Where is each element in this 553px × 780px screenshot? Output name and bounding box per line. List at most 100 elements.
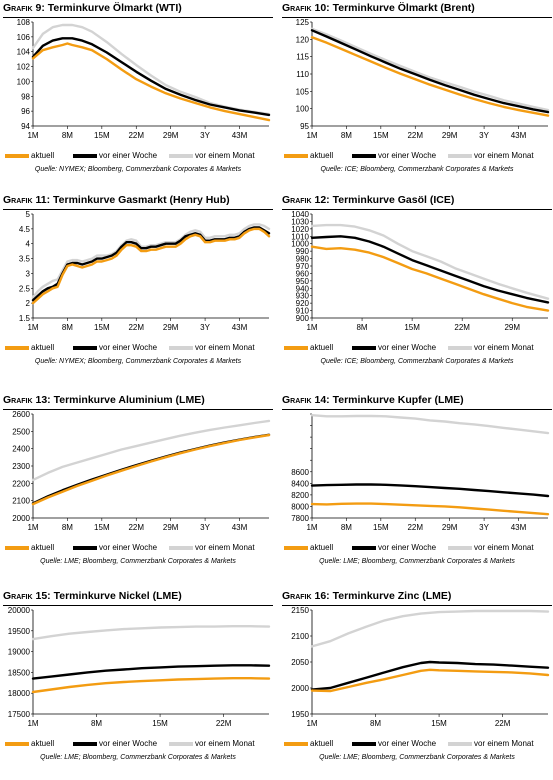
panel-title: Grafik 9: Terminkurve Ölmarkt (WTI) — [3, 2, 273, 16]
chart-panel-nickel: Grafik 15: Terminkurve Nickel (LME) 1750… — [3, 590, 273, 780]
x-tick-label: 29M — [163, 523, 179, 532]
legend-label: vor einem Monat — [474, 543, 534, 552]
panel-title: Grafik 16: Terminkurve Zinc (LME) — [282, 590, 552, 604]
x-tick-label: 15M — [373, 131, 389, 140]
legend-swatch — [169, 545, 193, 550]
panel-number: 14: — [314, 394, 330, 406]
source-note: Quelle: NYMEX; Bloomberg, Commerzbank Co… — [34, 358, 242, 365]
title-rule — [282, 605, 552, 606]
chart-svg: 7800 8000 8200 8400 8600 1M 8M 15M 22M 29M 3Y 43M — [291, 413, 550, 532]
y-tick-label: 18500 — [8, 668, 31, 677]
chart-panel-wti: Grafik 9: Terminkurve Ölmarkt (WTI) 94 96… — [3, 2, 273, 192]
x-tick-label: 8M — [370, 719, 381, 728]
legend-label: vor einem Monat — [195, 739, 255, 748]
chart-panel-brent: Grafik 10: Terminkurve Ölmarkt (Brent) 9… — [282, 2, 552, 192]
legend-swatch — [352, 345, 376, 350]
panel-grafik-label: Grafik — [3, 194, 33, 206]
panel-grafik-label: Grafik — [282, 194, 312, 206]
y-tick-label: 104 — [17, 48, 31, 57]
y-tick-label: 2000 — [291, 684, 309, 693]
x-tick-label: 22M — [495, 719, 511, 728]
panel-number: 13: — [35, 394, 51, 406]
series-line — [310, 483, 550, 498]
x-tick-label: 1M — [27, 323, 38, 332]
y-tick-label: 94 — [21, 122, 30, 131]
legend-item-aktuell: aktuell — [284, 739, 333, 751]
legend-label: aktuell — [310, 543, 334, 552]
legend-label: vor einem Monat — [195, 543, 255, 552]
legend-label: vor einem Monat — [195, 343, 255, 352]
x-tick-label: 43M — [232, 131, 248, 140]
x-tick-label: 8M — [91, 719, 102, 728]
y-tick-label: 920 — [296, 299, 310, 308]
panel-title: Grafik 14: Terminkurve Kupfer (LME) — [282, 394, 552, 408]
legend-item-monat: vor einem Monat — [169, 739, 255, 751]
x-tick-label: 43M — [232, 523, 248, 532]
x-tick-label: 43M — [232, 323, 248, 332]
y-tick-label: 910 — [296, 307, 310, 316]
title-rule — [3, 409, 273, 410]
panel-grafik-label: Grafik — [3, 394, 33, 406]
legend-label: aktuell — [31, 151, 55, 160]
legend-label: vor einer Woche — [99, 739, 158, 748]
x-tick-label: 3Y — [479, 523, 489, 532]
legend-swatch — [169, 345, 193, 350]
legend-label: aktuell — [310, 739, 334, 748]
legend: aktuell vor einer Woche vor einem Monat — [282, 543, 552, 555]
chart-panel-gasoel: Grafik 12: Terminkurve Gasöl (ICE) 900 91… — [282, 194, 552, 384]
legend-item-aktuell: aktuell — [5, 343, 54, 355]
y-tick-label: 17500 — [8, 710, 31, 719]
chart-svg: 1950 2000 2050 2100 2150 1M 8M 15M 22M — [291, 606, 550, 728]
x-tick-label: 1M — [306, 523, 317, 532]
panel-grafik-label: Grafik — [3, 590, 33, 602]
chart-svg: 1.5 2 2.5 3 3.5 4 4.5 5 1M 8M 15M 22M 29M 3Y 43M — [19, 210, 271, 332]
y-tick-label: 1000 — [291, 240, 309, 249]
series-line — [310, 235, 550, 304]
title-rule — [3, 17, 273, 18]
legend-item-woche: vor einer Woche — [352, 151, 436, 163]
x-tick-label: 22M — [407, 523, 423, 532]
legend-swatch — [448, 545, 472, 550]
source-note: Quelle: LME; Bloomberg, Commerzbank Corp… — [319, 558, 515, 565]
legend-swatch — [352, 153, 376, 158]
panel-title-text: Terminkurve Ölmarkt (Brent) — [332, 2, 475, 14]
x-tick-label: 1M — [27, 719, 38, 728]
legend-item-monat: vor einem Monat — [448, 739, 534, 751]
legend-item-woche: vor einer Woche — [352, 543, 436, 555]
legend-swatch — [5, 741, 29, 746]
legend-item-monat: vor einem Monat — [169, 543, 255, 555]
y-tick-label: 8600 — [291, 468, 309, 477]
x-tick-label: 15M — [431, 719, 447, 728]
x-tick-label: 8M — [341, 131, 352, 140]
x-tick-label: 3Y — [200, 131, 210, 140]
legend-swatch — [284, 345, 308, 350]
legend-swatch — [5, 345, 29, 350]
legend-swatch — [352, 741, 376, 746]
x-tick-label: 15M — [404, 323, 420, 332]
panel-title-text: Terminkurve Nickel (LME) — [53, 590, 182, 602]
y-tick-label: 8000 — [291, 502, 309, 511]
chart-panel-henry-hub: Grafik 11: Terminkurve Gasmarkt (Henry H… — [3, 194, 273, 384]
panel-number: 9: — [35, 2, 45, 14]
x-tick-label: 15M — [373, 523, 389, 532]
y-tick-label: 2300 — [12, 462, 30, 471]
legend: aktuell vor einer Woche vor einem Monat — [3, 543, 273, 555]
y-tick-label: 4.5 — [19, 225, 31, 234]
y-tick-label: 108 — [17, 18, 31, 27]
legend-label: vor einem Monat — [474, 343, 534, 352]
legend-label: aktuell — [310, 151, 334, 160]
y-tick-label: 8400 — [291, 479, 309, 488]
legend-item-monat: vor einem Monat — [448, 343, 534, 355]
legend: aktuell vor einer Woche vor einem Monat — [282, 343, 552, 355]
series-line — [310, 36, 550, 117]
x-tick-label: 8M — [62, 523, 73, 532]
legend-label: aktuell — [310, 343, 334, 352]
panel-number: 11: — [35, 194, 51, 206]
y-tick-label: 2500 — [12, 427, 30, 436]
y-tick-label: 1950 — [291, 710, 309, 719]
series-line — [31, 419, 271, 482]
x-tick-label: 43M — [511, 523, 527, 532]
series-line — [310, 27, 550, 112]
y-tick-label: 120 — [296, 35, 310, 44]
title-rule — [282, 209, 552, 210]
